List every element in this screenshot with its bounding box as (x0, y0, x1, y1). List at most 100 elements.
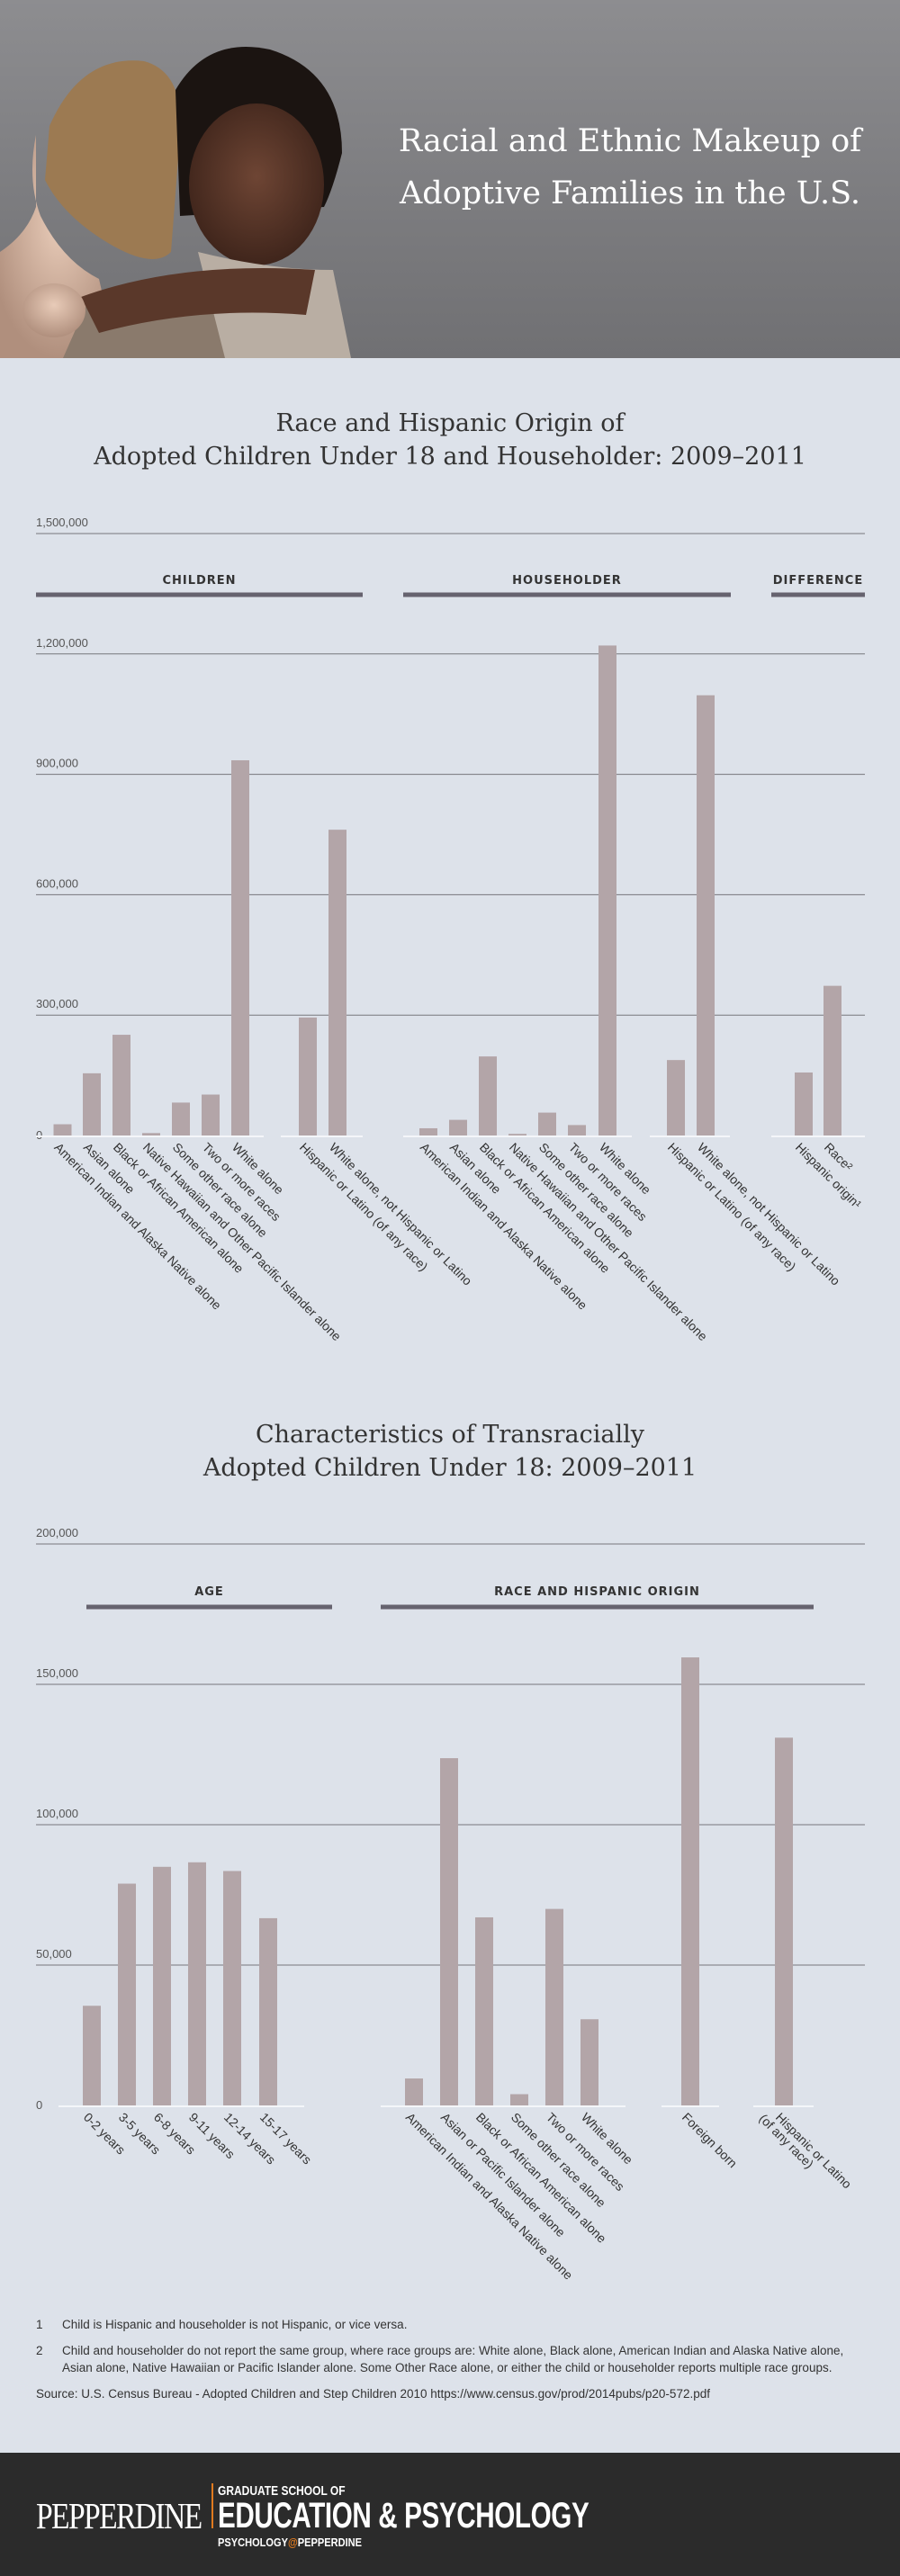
hero-banner: Racial and Ethnic Makeup of Adoptive Fam… (0, 0, 900, 358)
y-tick-label: 200,000 (36, 1526, 78, 1539)
bar (681, 1657, 699, 2105)
bar (202, 1094, 220, 1135)
bar (598, 645, 616, 1135)
y-tick-label: 900,000 (36, 757, 78, 770)
x-category-label: Hispanic or Latino(of any race) (756, 2102, 854, 2200)
chart2-title-line2: Adopted Children Under 18: 2009–2011 (202, 1454, 698, 1482)
bar (667, 1060, 685, 1135)
bar (259, 1917, 277, 2105)
y-tick-label: 1,200,000 (36, 636, 88, 650)
y-tick-label: 100,000 (36, 1807, 78, 1820)
footnote-text: Child is Hispanic and householder is not… (62, 2318, 408, 2331)
section-header: AGE (194, 1585, 224, 1599)
bar (419, 1127, 437, 1135)
bar (53, 1124, 72, 1135)
y-tick-label: 0 (36, 1128, 42, 1142)
school-line1: GRADUATE SCHOOL OF (218, 2483, 346, 2499)
bar (580, 2019, 598, 2105)
section-rule (36, 592, 363, 597)
bar (440, 1758, 458, 2105)
x-category-label: Native Hawaiian and Other Pacific Island… (140, 1140, 345, 1344)
bar (172, 1102, 190, 1135)
section-rule (771, 592, 865, 597)
bar (824, 985, 842, 1135)
bar (328, 830, 346, 1135)
bar (231, 759, 249, 1135)
bar (795, 1072, 813, 1135)
section-rule (403, 592, 731, 597)
x-category-label: Hispanic or Latino (of any race) (297, 1140, 431, 1274)
section-rule (381, 1604, 814, 1610)
y-tick-label: 50,000 (36, 1947, 72, 1961)
bar (142, 1133, 160, 1135)
group-baseline (381, 2105, 626, 2107)
group-baseline (662, 2105, 719, 2107)
bar (188, 1862, 206, 2105)
bar (508, 1134, 526, 1135)
logo-divider (212, 2483, 213, 2528)
hero-title: Racial and Ethnic Makeup of Adoptive Fam… (378, 115, 882, 220)
bar (475, 1916, 493, 2105)
group-baseline (753, 2105, 814, 2107)
bar (510, 2094, 528, 2105)
bar (545, 1908, 563, 2105)
chart2-title-line1: Characteristics of Transracially (255, 1421, 644, 1449)
section-header: HOUSEHOLDER (512, 574, 622, 588)
section-header: CHILDREN (162, 574, 236, 588)
hero-photo (0, 47, 351, 358)
footnote-number: 2 (36, 2344, 43, 2357)
bar (153, 1866, 171, 2105)
chart2-title: Characteristics of Transracially Adopted… (0, 1418, 900, 1485)
school-line2: EDUCATION & PSYCHOLOGY (218, 2496, 590, 2536)
group-baseline (36, 1135, 264, 1137)
hero-title-line2: Adoptive Families in the U.S. (400, 175, 860, 211)
bar (83, 1073, 101, 1135)
footer: PEPPERDINE GRADUATE SCHOOL OF EDUCATION … (0, 2453, 900, 2576)
psychology-tagline: PSYCHOLOGY@PEPPERDINE (218, 2536, 362, 2549)
chart1-title-line1: Race and Hispanic Origin of (275, 409, 625, 437)
bar (538, 1112, 556, 1135)
footnotes: 1 Child is Hispanic and householder is no… (36, 2316, 864, 2402)
tag-left: PSYCHOLOGY (218, 2536, 288, 2549)
footnote-text: Child and householder do not report the … (62, 2344, 844, 2374)
charts-canvas: 0 300,000 600,000 900,000 1,200,000 1,500,000… (36, 516, 865, 2283)
bar (118, 1883, 136, 2105)
bar (112, 1035, 130, 1135)
chart1-title: Race and Hispanic Origin of Adopted Chil… (0, 407, 900, 473)
footnote-number: 1 (36, 2318, 43, 2331)
group-baseline (403, 1135, 632, 1137)
bar (405, 2078, 423, 2105)
group-baseline (650, 1135, 730, 1137)
y-tick-label: 1,500,000 (36, 516, 88, 529)
bar (775, 1737, 793, 2105)
group-baseline (281, 1135, 363, 1137)
x-category-label: White alone, not Hispanic or Latino (327, 1140, 475, 1288)
y-tick-label: 300,000 (36, 997, 78, 1010)
tag-right: PEPPERDINE (297, 2536, 363, 2549)
bar (479, 1056, 497, 1135)
y-tick-label: 0 (36, 2098, 42, 2112)
bar (299, 1017, 317, 1135)
group-baseline (58, 2105, 304, 2107)
section-rule (86, 1604, 332, 1610)
y-tick-label: 150,000 (36, 1666, 78, 1680)
section-header: DIFFERENCE (773, 574, 863, 588)
bar (449, 1119, 467, 1135)
bar (568, 1125, 586, 1135)
source-citation: Source: U.S. Census Bureau - Adopted Chi… (36, 2387, 710, 2401)
tag-at: @ (287, 2536, 298, 2549)
chart1-title-line2: Adopted Children Under 18 and Householde… (94, 443, 806, 471)
x-category-label: Native Hawaiian and Other Pacific Island… (507, 1140, 711, 1344)
x-category-label: Hispanic or Latino (of any race) (665, 1140, 799, 1274)
section-header: RACE AND HISPANIC ORIGIN (494, 1585, 700, 1599)
bar (697, 695, 715, 1135)
group-baseline (771, 1135, 865, 1137)
x-category-label: Foreign born (680, 2110, 740, 2170)
bar (83, 2006, 101, 2105)
bar (223, 1871, 241, 2105)
footnote-2: 2 Child and householder do not report the… (36, 2342, 864, 2376)
hero-title-line1: Racial and Ethnic Makeup of (398, 123, 862, 159)
y-tick-label: 600,000 (36, 876, 78, 890)
pepperdine-logo: PEPPERDINE (36, 2495, 202, 2536)
footnote-1: 1 Child is Hispanic and householder is no… (36, 2316, 864, 2333)
